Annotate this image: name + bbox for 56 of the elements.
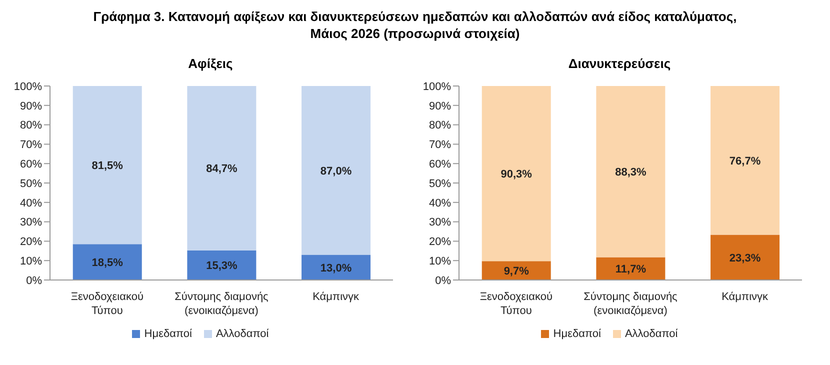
legend-label: Αλλοδαποί	[216, 328, 269, 340]
legend-label: Ημεδαποί	[144, 328, 192, 340]
y-tick-label: 90%	[20, 100, 42, 112]
y-tick-label: 20%	[428, 236, 452, 248]
y-tick-label: 80%	[20, 120, 42, 132]
y-tick-label: 10%	[428, 256, 452, 268]
bar	[302, 86, 371, 255]
chart-title: Διανυκτερεύσεις	[567, 56, 672, 73]
legend-label: Ημεδαποί	[553, 328, 601, 340]
text: Γράφημα 3. Κατανομή αφίξεων και διανυκτερεύσεων ημεδαπών και αλλοδαπών ανά είδος καταλύματος, Μάιος 2026 (προσωρινά στοιχεία)	[92, 8, 738, 42]
y-tick-label: 60%	[20, 158, 42, 171]
bar	[187, 250, 256, 280]
bar	[596, 86, 666, 258]
y-tick-label: 50%	[20, 178, 42, 190]
bar	[482, 86, 551, 262]
y-tick-label: 40%	[20, 197, 42, 210]
bar	[187, 86, 256, 250]
x-tick-label: Κάμπινγκ	[722, 291, 769, 303]
y-tick-label: 0%	[435, 274, 452, 287]
y-tick-label: 70%	[20, 139, 42, 152]
data-label: 15,3%	[206, 260, 238, 272]
data-label: 11,7%	[615, 264, 646, 276]
y-tick-label: 60%	[428, 158, 452, 171]
y-tick-label: 70%	[428, 139, 452, 152]
x-tick-label: Κάμπινγκ	[312, 291, 360, 303]
y-tick-label: 100%	[14, 80, 42, 93]
data-label: 23,3%	[729, 252, 761, 264]
y-tick-label: 50%	[428, 178, 452, 190]
x-tick-label: Ξενοδοχειακού Τύπου	[70, 291, 144, 317]
y-tick-label: 80%	[428, 120, 452, 132]
data-label: 88,3%	[615, 166, 647, 179]
y-tick-label: 30%	[20, 216, 42, 229]
data-label: 84,7%	[206, 163, 238, 176]
y-tick-label: 0%	[26, 274, 42, 287]
data-label: 81,5%	[92, 160, 124, 172]
y-tick-label: 20%	[20, 236, 42, 248]
bar	[710, 86, 780, 235]
y-tick-label: 40%	[428, 197, 452, 210]
y-tick-label: 10%	[20, 256, 42, 268]
bar	[72, 244, 142, 280]
chart-title: Αφίξεις	[187, 56, 234, 73]
y-tick-label: 90%	[428, 100, 452, 112]
x-tick-label: Ξενοδοχειακού Τύπου	[480, 291, 552, 317]
bar	[72, 86, 142, 244]
y-tick-label: 100%	[422, 80, 452, 93]
x-tick-label: Σύντομης διαμονής (ενοικιαζόμενα)	[174, 291, 268, 317]
data-label: 13,0%	[320, 262, 352, 274]
x-tick-label: Σύντομης διαμονής (ενοικιαζόμενα)	[584, 291, 678, 317]
legend-label: Αλλοδαποί	[624, 328, 678, 340]
data-label: 9,7%	[504, 265, 530, 278]
data-label: 87,0%	[320, 165, 352, 178]
data-label: 18,5%	[92, 256, 124, 269]
data-label: 76,7%	[729, 155, 761, 168]
y-tick-label: 30%	[428, 216, 452, 229]
bar	[710, 234, 780, 280]
data-label: 90,3%	[500, 168, 532, 180]
